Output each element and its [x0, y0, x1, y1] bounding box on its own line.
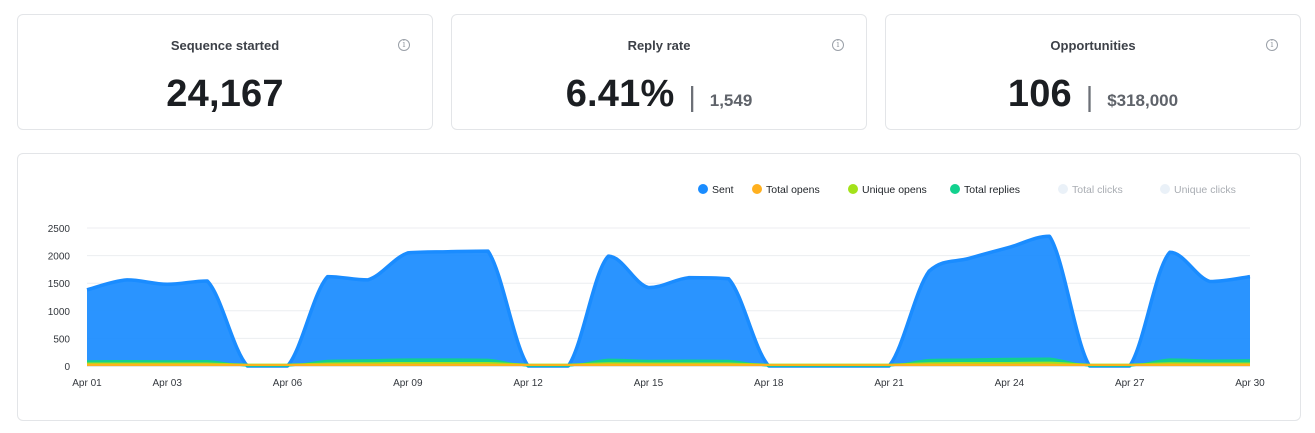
- legend-item-total-replies[interactable]: Total replies: [950, 184, 1020, 196]
- x-tick-label: Apr 15: [634, 378, 664, 389]
- stat-separator: |: [688, 81, 696, 112]
- x-tick-label: Apr 21: [874, 378, 904, 389]
- x-tick-label: Apr 06: [273, 378, 303, 389]
- x-tick-label: Apr 03: [152, 378, 182, 389]
- stat-value: 6.41%: [565, 73, 675, 115]
- legend-swatch: [752, 184, 762, 194]
- stat-value-row: 6.41% | 1,549: [452, 73, 866, 116]
- legend-label: Total clicks: [1072, 184, 1123, 196]
- stat-card-reply-rate: Reply rate i 6.41% | 1,549: [451, 14, 867, 130]
- y-tick-label: 2000: [48, 252, 71, 263]
- info-icon[interactable]: i: [832, 39, 844, 51]
- legend-item-sent[interactable]: Sent: [698, 184, 734, 196]
- stat-title: Opportunities: [1050, 38, 1136, 53]
- y-tick-label: 0: [64, 362, 70, 373]
- chart-areas: [86, 234, 1251, 368]
- y-axis: 0 500 1000 1500 2000 2500: [48, 224, 71, 373]
- stat-card-sequence-started: Sequence started i 24,167: [17, 14, 433, 130]
- x-tick-label: Apr 12: [513, 378, 543, 389]
- stat-value: 24,167: [166, 73, 284, 115]
- info-icon[interactable]: i: [1266, 39, 1278, 51]
- chart-legend: Sent Total opens Unique opens Total replies…: [698, 184, 1236, 196]
- legend-item-unique-opens[interactable]: Unique opens: [848, 184, 927, 196]
- series-total-opens: [86, 363, 1250, 366]
- legend-swatch: [1160, 184, 1170, 194]
- stat-separator: |: [1085, 81, 1094, 112]
- series-line: [86, 363, 1250, 366]
- series-area: [87, 236, 1250, 366]
- info-icon[interactable]: i: [398, 39, 410, 51]
- stat-title: Sequence started: [170, 38, 280, 53]
- legend-label: Unique clicks: [1174, 184, 1236, 196]
- stat-title: Reply rate: [627, 38, 691, 53]
- x-tick-label: Apr 27: [1115, 378, 1145, 389]
- legend-label: Total replies: [964, 184, 1020, 196]
- stat-value: 106: [1007, 73, 1072, 115]
- y-tick-label: 1500: [48, 279, 71, 290]
- legend-swatch: [848, 184, 858, 194]
- legend-swatch: [950, 184, 960, 194]
- y-tick-label: 2500: [48, 224, 71, 235]
- stat-value-row: 106 | $318,000: [886, 73, 1300, 116]
- legend-label: Total opens: [766, 184, 820, 196]
- y-tick-label: 500: [53, 334, 70, 345]
- x-tick-label: Apr 18: [754, 378, 784, 389]
- legend-swatch: [1058, 184, 1068, 194]
- legend-swatch: [698, 184, 708, 194]
- x-tick-label: Apr 24: [995, 378, 1025, 389]
- stat-value-row: 24,167: [18, 73, 432, 116]
- legend-item-total-opens[interactable]: Total opens: [752, 184, 820, 196]
- stat-secondary-value: 1,549: [709, 91, 753, 110]
- y-tick-label: 1000: [48, 307, 71, 318]
- x-tick-label: Apr 30: [1235, 378, 1265, 389]
- x-axis: Apr 01 Apr 03 Apr 06 Apr 09 Apr 12 Apr 15 Apr …: [72, 378, 1265, 389]
- chart-card: Sent Total opens Unique opens Total replies…: [17, 153, 1301, 421]
- legend-label: Unique opens: [862, 184, 927, 196]
- activity-chart: Sent Total opens Unique opens Total replies…: [48, 184, 1265, 389]
- legend-item-total-clicks[interactable]: Total clicks: [1058, 184, 1123, 196]
- legend-item-unique-clicks[interactable]: Unique clicks: [1160, 184, 1236, 196]
- x-tick-label: Apr 09: [393, 378, 423, 389]
- stat-card-opportunities: Opportunities i 106 | $318,000: [885, 14, 1301, 130]
- x-tick-label: Apr 01: [72, 378, 102, 389]
- stat-secondary-value: $318,000: [1107, 91, 1179, 110]
- legend-label: Sent: [712, 184, 734, 196]
